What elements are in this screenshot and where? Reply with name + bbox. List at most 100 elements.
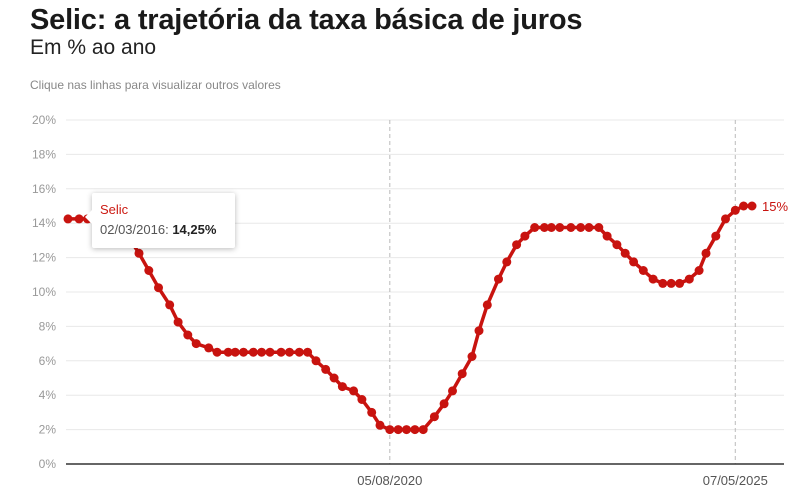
- data-point[interactable]: [467, 352, 477, 361]
- data-point[interactable]: [385, 425, 395, 435]
- data-point[interactable]: [311, 356, 321, 366]
- data-point[interactable]: [257, 347, 267, 357]
- data-point[interactable]: [439, 399, 449, 409]
- data-point[interactable]: [584, 223, 594, 232]
- chart-title: Selic: a trajetória da taxa básica de ju…: [30, 4, 583, 36]
- data-point[interactable]: [223, 347, 233, 357]
- data-point[interactable]: [357, 395, 367, 404]
- data-point[interactable]: [191, 339, 201, 349]
- data-point[interactable]: [602, 231, 612, 241]
- data-point[interactable]: [448, 386, 457, 396]
- data-point[interactable]: [482, 300, 492, 310]
- data-point[interactable]: [321, 364, 331, 374]
- data-point[interactable]: [520, 231, 530, 241]
- data-point[interactable]: [675, 278, 685, 288]
- data-point[interactable]: [502, 257, 512, 267]
- data-point[interactable]: [638, 266, 648, 275]
- y-tick-label: 20%: [32, 113, 56, 127]
- tooltip-series-name: Selic: [100, 202, 129, 217]
- data-point[interactable]: [418, 425, 428, 435]
- tooltip-detail: 02/03/2016: 14,25%: [100, 222, 216, 237]
- x-axis-ticks: 05/08/2020 07/05/2025: [357, 473, 768, 488]
- data-point[interactable]: [594, 223, 604, 232]
- data-point[interactable]: [684, 274, 694, 284]
- data-point[interactable]: [183, 330, 193, 340]
- data-point[interactable]: [393, 425, 403, 435]
- data-point[interactable]: [154, 283, 163, 293]
- data-point[interactable]: [474, 326, 484, 336]
- data-point[interactable]: [349, 386, 359, 396]
- data-point[interactable]: [429, 412, 439, 422]
- y-tick-label: 12%: [32, 251, 56, 265]
- y-tick-label: 2%: [39, 423, 57, 437]
- chart-hint: Clique nas linhas para visualizar outros…: [30, 78, 281, 92]
- data-point[interactable]: [204, 343, 214, 353]
- data-point[interactable]: [303, 347, 313, 357]
- data-point[interactable]: [694, 266, 704, 275]
- y-tick-label: 14%: [32, 216, 56, 230]
- data-point[interactable]: [367, 407, 377, 417]
- data-point[interactable]: [173, 317, 183, 327]
- data-point[interactable]: [530, 223, 540, 232]
- data-point[interactable]: [629, 257, 639, 267]
- data-point[interactable]: [539, 223, 549, 232]
- tooltip-arrow: [85, 210, 92, 224]
- grid-lines: [66, 119, 784, 431]
- data-point[interactable]: [494, 274, 503, 284]
- data-point[interactable]: [512, 240, 522, 250]
- data-point[interactable]: [555, 223, 565, 232]
- data-point[interactable]: [329, 373, 339, 383]
- series-selic[interactable]: [63, 201, 757, 435]
- y-tick-label: 0%: [39, 457, 57, 471]
- data-point[interactable]: [747, 201, 757, 211]
- y-axis-ticks: 0% 2% 4% 6% 8% 10% 12% 14% 16% 18% 20%: [32, 113, 56, 471]
- data-point[interactable]: [711, 231, 721, 241]
- data-point[interactable]: [212, 347, 222, 357]
- data-point[interactable]: [701, 248, 711, 258]
- chart-subtitle: Em % ao ano: [30, 36, 157, 59]
- data-point[interactable]: [566, 223, 576, 232]
- data-point[interactable]: [294, 347, 304, 357]
- data-point[interactable]: [721, 214, 730, 224]
- data-point[interactable]: [648, 274, 658, 284]
- y-tick-label: 18%: [32, 147, 56, 161]
- tooltip-separator: :: [165, 222, 169, 237]
- end-value-label: 15%: [762, 199, 788, 214]
- y-tick-label: 16%: [32, 182, 56, 196]
- y-tick-label: 10%: [32, 285, 56, 299]
- data-point[interactable]: [265, 347, 275, 357]
- data-point[interactable]: [165, 300, 175, 310]
- data-point[interactable]: [402, 425, 411, 435]
- data-point[interactable]: [134, 248, 144, 258]
- data-point[interactable]: [285, 347, 294, 357]
- tooltip: Selic 02/03/2016: 14,25%: [85, 193, 235, 248]
- data-point[interactable]: [620, 248, 630, 258]
- x-tick-label: 07/05/2025: [703, 473, 768, 488]
- data-point[interactable]: [546, 223, 556, 232]
- data-point[interactable]: [248, 347, 258, 357]
- data-point[interactable]: [63, 214, 73, 224]
- data-point[interactable]: [410, 425, 420, 435]
- data-point[interactable]: [666, 278, 676, 288]
- data-point[interactable]: [239, 347, 248, 357]
- x-tick-label: 05/08/2020: [357, 473, 422, 488]
- data-point[interactable]: [74, 214, 84, 224]
- y-tick-label: 4%: [39, 388, 57, 402]
- reference-lines: [389, 120, 736, 464]
- data-point[interactable]: [337, 382, 347, 392]
- y-tick-label: 6%: [39, 354, 57, 368]
- tooltip-date: 02/03/2016: [100, 222, 166, 237]
- data-point[interactable]: [457, 369, 467, 379]
- data-point[interactable]: [230, 347, 240, 357]
- y-tick-label: 8%: [39, 319, 57, 333]
- data-point[interactable]: [739, 201, 749, 211]
- data-point[interactable]: [658, 278, 668, 288]
- data-point[interactable]: [144, 266, 154, 275]
- data-point[interactable]: [276, 347, 286, 357]
- data-point[interactable]: [612, 240, 622, 250]
- tooltip-value: 14,25%: [172, 222, 217, 237]
- data-point[interactable]: [576, 223, 586, 232]
- data-point[interactable]: [730, 205, 740, 215]
- data-point[interactable]: [375, 420, 385, 430]
